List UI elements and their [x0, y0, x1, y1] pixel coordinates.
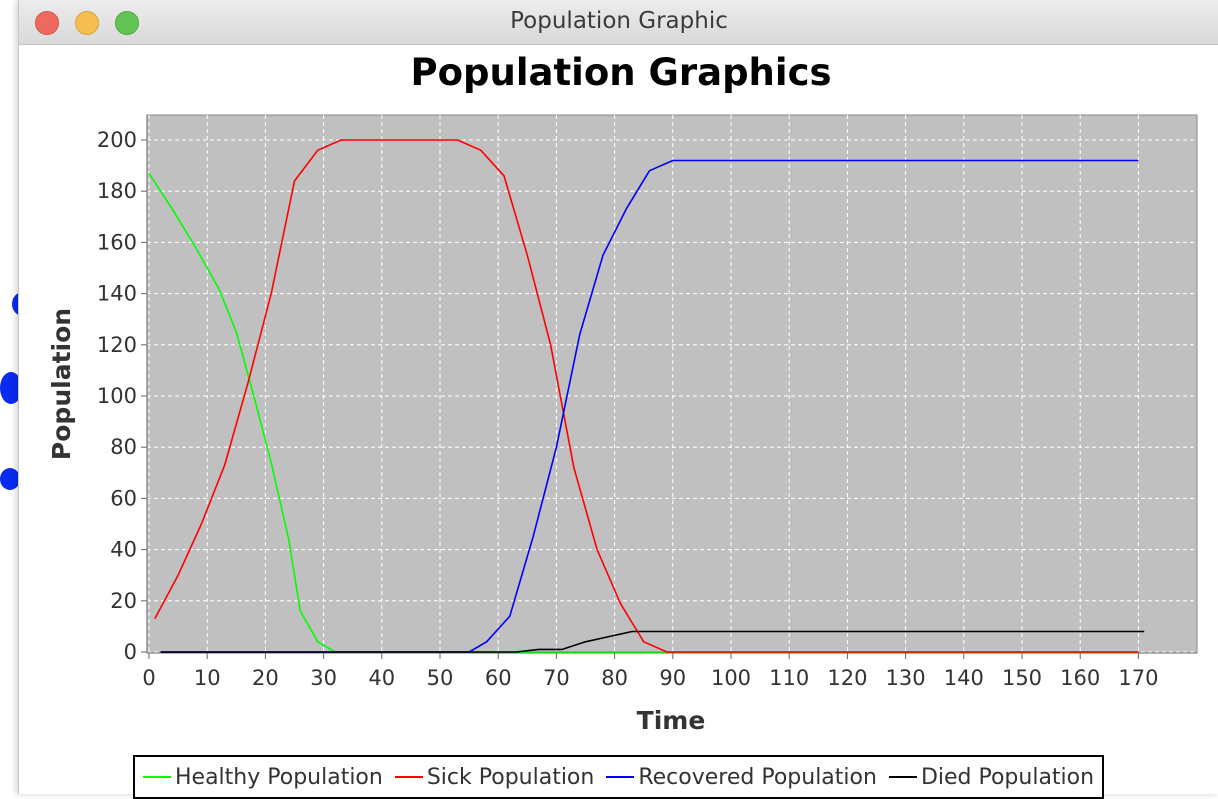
- chart-title: Population Graphics: [410, 51, 831, 94]
- x-tick-label: 90: [659, 666, 686, 690]
- background-dot: [0, 468, 20, 490]
- y-tick-label: 140: [97, 282, 137, 306]
- legend-label: Recovered Population: [638, 764, 877, 790]
- x-tick-label: 110: [769, 666, 809, 690]
- died-population-line: [160, 630, 1145, 653]
- legend-label: Sick Population: [426, 764, 595, 790]
- y-tick-label: 200: [97, 128, 137, 152]
- app-window: Population Graphic Population Graphics 0…: [18, 0, 1218, 799]
- x-tick-label: 80: [601, 666, 628, 690]
- legend-label: Died Population: [920, 764, 1095, 790]
- y-axis-label: Population: [47, 308, 76, 460]
- y-tick-label: 100: [97, 384, 137, 408]
- x-tick-label: 40: [368, 666, 395, 690]
- x-tick-label: 70: [543, 666, 570, 690]
- x-axis-label: Time: [637, 706, 706, 735]
- legend-item: Died Population: [888, 764, 1095, 790]
- window-titlebar[interactable]: Population Graphic: [19, 0, 1218, 45]
- x-tick-label: 20: [252, 666, 279, 690]
- legend-swatch: [143, 776, 171, 778]
- legend-swatch: [394, 776, 423, 778]
- x-tick-label: 130: [886, 666, 926, 690]
- x-tick-label: 160: [1060, 666, 1100, 690]
- plot-area: [146, 114, 1198, 654]
- background-dot: [0, 372, 22, 404]
- y-tick-label: 160: [97, 230, 137, 254]
- y-tick-label: 120: [97, 333, 137, 357]
- x-tick-label: 60: [485, 666, 512, 690]
- close-button[interactable]: [35, 11, 59, 35]
- x-tick-label: 10: [194, 666, 221, 690]
- axes: 0 10 20 30 40 50 60 70 80 90 100 110 120 130 140 150 160…: [97, 115, 1197, 690]
- recovered-population-line: [160, 159, 1139, 653]
- y-tick-label: 80: [110, 435, 137, 459]
- window-title: Population Graphic: [510, 8, 728, 34]
- chart-legend: Healthy Population Sick Population Recover…: [133, 755, 1104, 799]
- legend-item: Healthy Population: [143, 765, 383, 790]
- sick-population-line: [154, 139, 1139, 653]
- x-tick-label: 120: [827, 666, 867, 690]
- grid-lines: [147, 115, 1197, 653]
- y-tick-label: 0: [124, 640, 137, 664]
- x-tick-label: 150: [1002, 666, 1042, 690]
- x-tick-label: 50: [427, 666, 454, 690]
- legend-swatch: [606, 776, 635, 778]
- legend-swatch: [888, 776, 917, 778]
- zoom-button[interactable]: [115, 11, 139, 35]
- minimize-button[interactable]: [75, 11, 99, 35]
- population-chart: Population Graphics 0 10 20 30 40 50 60 70 80 90 1…: [47, 51, 1198, 735]
- legend-item: Recovered Population: [606, 765, 877, 790]
- x-tick-label: 100: [711, 666, 751, 690]
- series-layer: [148, 139, 1145, 653]
- y-tick-label: 40: [110, 538, 137, 562]
- y-tick-label: 60: [110, 486, 137, 510]
- x-tick-label: 140: [944, 666, 984, 690]
- x-tick-label: 30: [310, 666, 337, 690]
- y-tick-label: 180: [97, 179, 137, 203]
- desktop-background: [0, 0, 34, 794]
- legend-item: Sick Population: [394, 764, 595, 790]
- y-tick-label: 20: [110, 589, 137, 613]
- x-tick-label: 0: [142, 666, 155, 690]
- legend-label: Healthy Population: [175, 764, 383, 790]
- x-tick-label: 170: [1118, 666, 1158, 690]
